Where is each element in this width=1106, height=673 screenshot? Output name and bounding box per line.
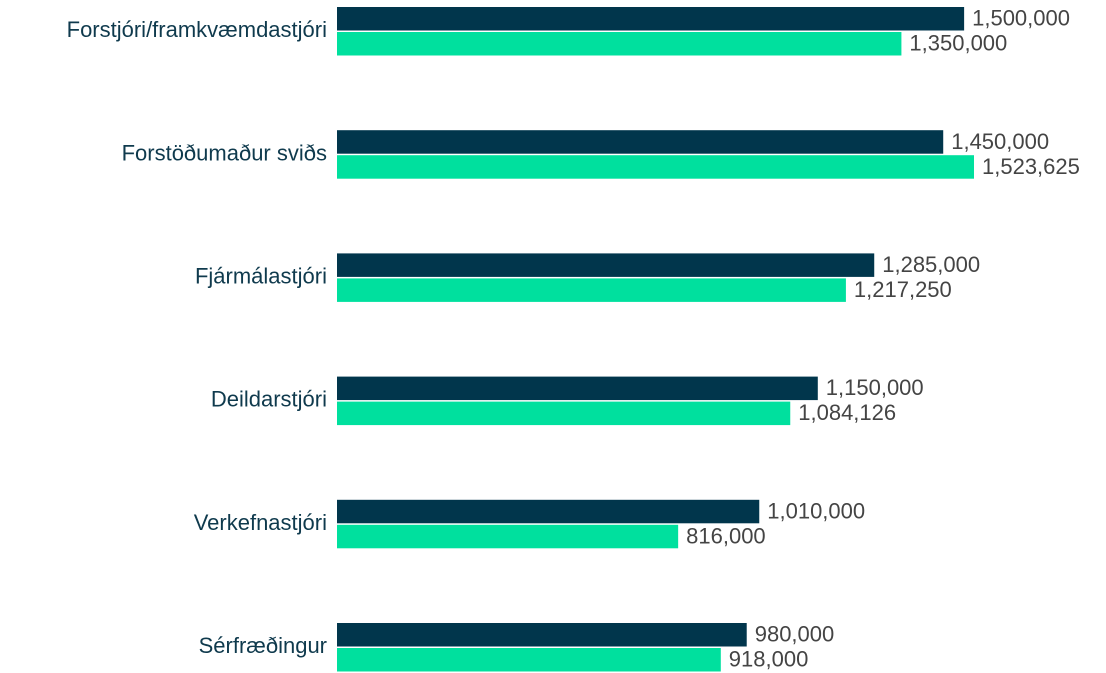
bar (337, 130, 944, 154)
value-label: 1,010,000 (767, 498, 865, 523)
value-label: 1,217,250 (854, 277, 952, 302)
category-label: Verkefnastjóri (194, 510, 327, 535)
value-label: 816,000 (686, 523, 766, 548)
value-label: 1,500,000 (972, 6, 1070, 31)
value-label: 918,000 (729, 647, 809, 672)
bar (337, 155, 974, 179)
category-label: Sérfræðingur (199, 633, 327, 658)
value-label: 1,150,000 (826, 375, 924, 400)
value-label: 980,000 (755, 622, 835, 647)
bar (337, 376, 818, 401)
value-label: 1,350,000 (909, 31, 1007, 56)
bar (337, 524, 679, 549)
bar (337, 32, 902, 56)
bar (337, 401, 791, 426)
value-label: 1,450,000 (951, 129, 1049, 154)
category-label: Forstöðumaður sviðs (122, 140, 327, 165)
bar (337, 623, 747, 647)
bar (337, 278, 846, 302)
bar (337, 253, 875, 277)
value-label: 1,285,000 (882, 252, 980, 277)
bar (337, 7, 965, 31)
category-label: Deildarstjóri (211, 387, 327, 412)
value-label: 1,523,625 (982, 154, 1080, 179)
value-label: 1,084,126 (798, 400, 896, 425)
bar (337, 499, 760, 524)
bar (337, 648, 721, 672)
category-label: Forstjóri/framkvæmdastjóri (67, 17, 327, 42)
category-label: Fjármálastjóri (195, 263, 327, 288)
